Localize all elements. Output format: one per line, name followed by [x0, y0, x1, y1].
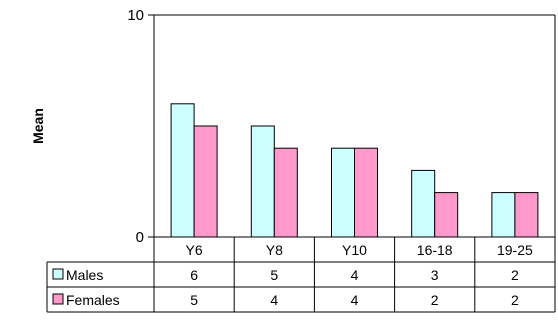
bar-females-16-18 — [434, 192, 459, 238]
bar-females-y8 — [273, 147, 298, 238]
bar-females-y6 — [193, 125, 218, 238]
data-table: Y6 Y8 Y10 16-18 19-25 Males 6 5 4 3 2 Females 5 4 4 2 2 — [46, 236, 556, 313]
data-label-males-16-18: 3 — [431, 267, 439, 283]
data-label-males-19-25: 2 — [511, 267, 519, 283]
data-label-males-y8: 5 — [270, 267, 278, 283]
data-label-females-16-18: 2 — [431, 292, 439, 308]
data-label-males-y6: 6 — [190, 267, 198, 283]
legend-swatch-females — [52, 293, 64, 305]
data-label-females-y10: 4 — [351, 292, 359, 308]
y-tick-label-10: 10 — [127, 7, 144, 24]
bar-females-y10 — [354, 147, 378, 238]
bar-males-y10 — [331, 147, 355, 238]
category-label-y6: Y6 — [186, 242, 203, 258]
y-axis-title: Mean — [30, 108, 46, 144]
bar-males-19-25 — [491, 192, 516, 238]
bar-females-19-25 — [514, 192, 539, 238]
category-label-y10: Y10 — [342, 242, 367, 258]
category-label-y8: Y8 — [266, 242, 283, 258]
bar-males-16-18 — [411, 169, 436, 238]
bars — [170, 103, 539, 238]
y-tick-label-0: 0 — [136, 229, 144, 246]
legend-label-males: Males — [66, 267, 103, 283]
axes: 0 10 — [127, 7, 556, 246]
data-label-males-y10: 4 — [351, 267, 359, 283]
bar-males-y6 — [170, 103, 195, 238]
legend-label-females: Females — [66, 292, 120, 308]
data-label-females-y6: 5 — [190, 292, 198, 308]
data-label-females-y8: 4 — [270, 292, 278, 308]
category-label-16-18: 16-18 — [417, 242, 453, 258]
category-label-19-25: 19-25 — [497, 242, 533, 258]
bar-males-y8 — [250, 125, 275, 238]
legend-swatch-males — [52, 268, 64, 280]
data-label-females-19-25: 2 — [511, 292, 519, 308]
